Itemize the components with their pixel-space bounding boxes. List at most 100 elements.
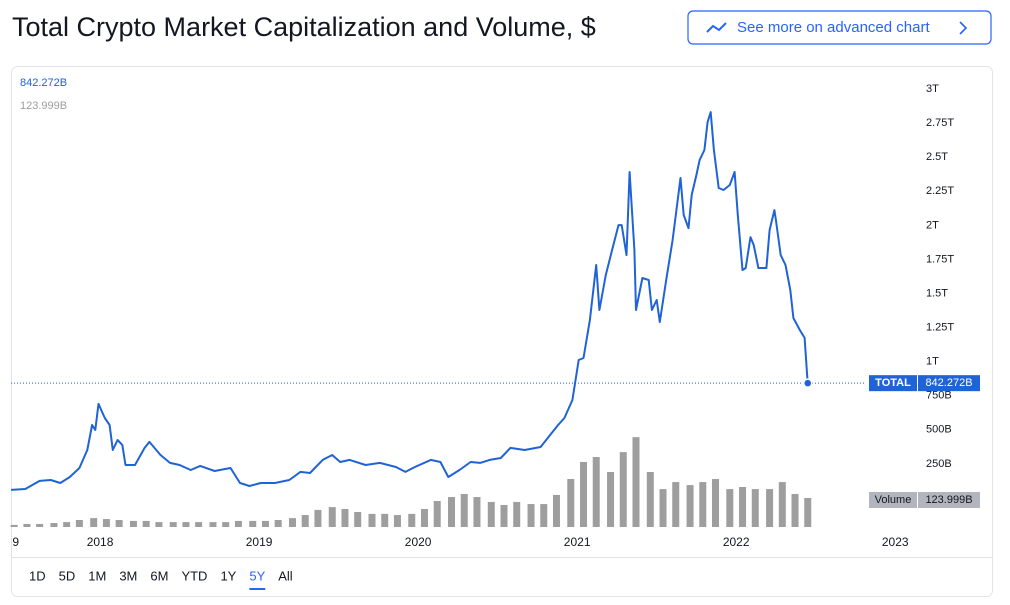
y-tick-label: 500B — [926, 424, 952, 436]
volume-bar — [288, 518, 296, 527]
range-button[interactable]: 1M — [88, 568, 106, 583]
volume-bar — [607, 472, 615, 527]
volume-bar — [473, 497, 481, 527]
y-tick-label: 750B — [926, 390, 952, 402]
volume-bar — [234, 520, 242, 527]
volume-bar — [393, 515, 401, 527]
volume-bar — [791, 494, 799, 527]
y-tick-label: 1.5T — [926, 287, 948, 299]
button-text[interactable]: See more on advanced chart — [737, 19, 930, 36]
volume-bar — [540, 504, 548, 527]
y-tick-label: 1T — [926, 356, 939, 368]
volume-bar — [36, 523, 44, 527]
volume-bar — [142, 520, 150, 527]
volume-bar — [686, 485, 694, 527]
volume-bar — [448, 497, 456, 527]
range-button[interactable]: 1Y — [220, 568, 236, 583]
x-tick-label: 2019 — [246, 535, 273, 549]
range-button[interactable]: 5D — [59, 568, 76, 583]
volume-bar — [195, 522, 203, 527]
volume-bar — [659, 489, 667, 527]
advanced-chart-button[interactable]: See more on advanced chart — [687, 10, 992, 45]
volume-bar — [182, 522, 190, 527]
volume-bar — [500, 505, 508, 527]
volume-bar — [368, 513, 376, 527]
volume-bar — [804, 497, 812, 527]
price-tag-value: 123.999B — [925, 494, 972, 506]
y-tick-label: 250B — [926, 458, 952, 470]
x-tick-label: 2021 — [564, 535, 591, 549]
last-price-dot — [802, 378, 813, 388]
button-icon[interactable] — [706, 22, 727, 33]
volume-bar — [274, 519, 282, 527]
x-tick-label: 2022 — [723, 535, 750, 549]
range-button[interactable]: All — [278, 568, 293, 583]
volume-bar — [23, 523, 31, 527]
volume-bar — [354, 512, 362, 527]
x-tick-label: 2018 — [87, 535, 114, 549]
volume-bar — [115, 519, 123, 527]
volume-bar — [75, 519, 83, 527]
volume-bar — [328, 507, 336, 527]
range-button[interactable]: 6M — [150, 568, 168, 583]
price-tag-name: Volume — [875, 494, 912, 506]
y-tick-label: 2.75T — [926, 117, 954, 129]
button-arrow[interactable] — [959, 21, 968, 35]
volume-bar — [513, 501, 521, 527]
volume-bar — [487, 501, 495, 527]
volume-bar — [527, 504, 535, 527]
volume-bar — [381, 513, 389, 527]
volume-bar — [646, 472, 654, 527]
volume-bar — [552, 494, 560, 527]
range-button[interactable]: YTD — [181, 568, 207, 583]
button-frame[interactable] — [687, 10, 992, 45]
price-tag — [869, 491, 980, 508]
volume-bar — [222, 522, 230, 527]
volume-bar — [592, 457, 600, 527]
volume-bar — [155, 522, 163, 527]
volume-bar — [129, 520, 137, 527]
price-line — [10, 111, 809, 491]
x-tick-label: 2020 — [405, 535, 432, 549]
y-tick-label: 2.5T — [926, 151, 948, 163]
volume-bar — [10, 524, 18, 527]
y-tick-label: 2.25T — [926, 185, 954, 197]
volume-bar — [672, 482, 680, 527]
volume-bar — [580, 461, 588, 527]
volume-bar — [408, 513, 416, 527]
volume-bar — [341, 508, 349, 527]
y-tick-label: 1.25T — [926, 321, 954, 333]
x-tick-label: 9 — [12, 535, 19, 549]
volume-bar — [261, 520, 269, 527]
volume-bar — [699, 482, 707, 527]
volume-bar — [90, 518, 98, 527]
volume-bar — [420, 508, 428, 527]
volume-bar — [301, 515, 309, 527]
range-button[interactable]: 5Y — [249, 568, 265, 583]
volume-bar — [433, 501, 441, 527]
volume-bar — [739, 486, 747, 527]
volume-bar — [766, 489, 774, 527]
volume-bar — [460, 494, 468, 527]
price-tag-name: TOTAL — [875, 377, 911, 389]
y-tick-label: 3T — [926, 83, 939, 95]
volume-bar — [63, 522, 71, 527]
range-button[interactable]: 1D — [29, 568, 46, 583]
chart-title: Total Crypto Market Capitalization and V… — [12, 12, 596, 42]
volume-bar — [314, 509, 322, 527]
range-button[interactable]: 3M — [119, 568, 137, 583]
volume-bar — [726, 489, 734, 527]
volume-bar — [712, 479, 720, 527]
volume-bar — [50, 523, 58, 527]
plot: 250B 500B 750B 1T 1.25T 1.5T 1.75T 2T 2.25T 2.5T 2… — [10, 77, 980, 549]
price-tag — [869, 375, 980, 392]
volume-bar — [249, 520, 257, 527]
volume-bar — [619, 452, 627, 527]
volume-bar — [169, 522, 177, 527]
x-tick-label: 2023 — [882, 535, 909, 549]
volume-bar — [209, 522, 217, 527]
volume-bar — [751, 489, 759, 527]
y-tick-label: 2T — [926, 219, 939, 231]
